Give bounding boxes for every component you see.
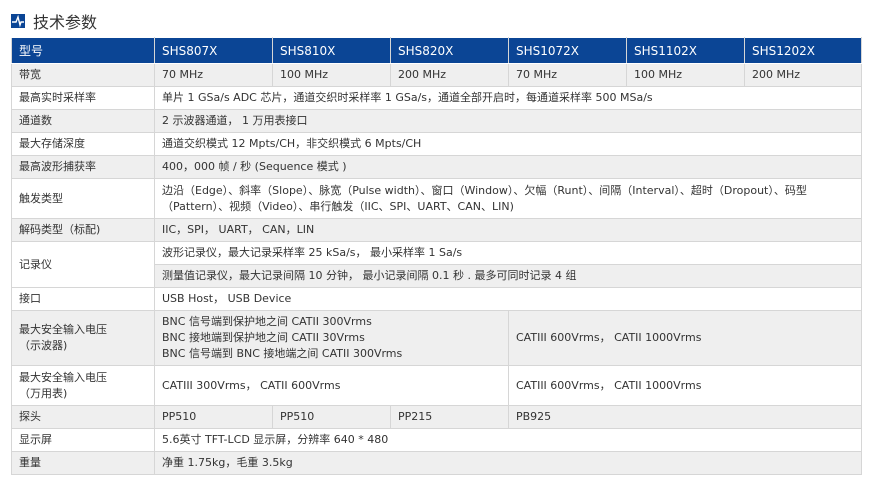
cell: CATIII 600Vrms， CATII 1000Vrms: [508, 310, 862, 366]
header-cell: SHS1072X: [508, 37, 627, 64]
row-label: 最高实时采样率: [11, 86, 155, 110]
row-label: 解码类型（标配): [11, 218, 155, 242]
cell: 70 MHz: [154, 63, 273, 87]
header-cell: SHS820X: [390, 37, 509, 64]
row-label: 带宽: [11, 63, 155, 87]
row-label: 最大安全输入电压 （示波器): [11, 310, 155, 366]
table-row: 最高波形捕获率 400，000 帧 / 秒 (Sequence 模式 ): [11, 155, 862, 179]
table-row: 测量值记录仪，最大记录间隔 10 分钟， 最小记录间隔 0.1 秒 . 最多可同…: [12, 264, 862, 288]
row-label: 最高波形捕获率: [11, 155, 155, 179]
row-label: 重量: [11, 451, 155, 475]
cell: PP215: [390, 405, 509, 429]
cell: CATIII 600Vrms， CATII 1000Vrms: [508, 365, 862, 406]
table-row: 最大安全输入电压 （示波器) BNC 信号端到保护地之间 CATII 300Vrm…: [11, 310, 862, 366]
cell: IIC，SPI， UART， CAN，LIN: [154, 218, 862, 242]
row-label: 通道数: [11, 109, 155, 133]
table-row: 接口 USB Host， USB Device: [11, 287, 862, 311]
cell: 边沿（Edge）、斜率（Slope）、脉宽（Pulse width）、窗口（Wi…: [154, 178, 862, 219]
label-line: 最大安全输入电压: [19, 370, 107, 384]
table-row: 触发类型 边沿（Edge）、斜率（Slope）、脉宽（Pulse width）、窗…: [11, 178, 862, 219]
label-line: 最大安全输入电压: [19, 323, 107, 336]
header-row: 型号 SHS807X SHS810X SHS820X SHS1072X SHS1…: [11, 37, 862, 64]
table-row: 显示屏 5.6英寸 TFT-LCD 显示屏，分辨率 640 * 480: [11, 428, 862, 452]
table-row: 通道数 2 示波器通道， 1 万用表接口: [11, 109, 862, 133]
cell: 5.6英寸 TFT-LCD 显示屏，分辨率 640 * 480: [154, 428, 862, 452]
cell: BNC 信号端到保护地之间 CATII 300Vrms BNC 接地端到保护地之间…: [154, 310, 509, 366]
table-row: 最大安全输入电压 （万用表) CATIII 300Vrms， CATII 600V…: [11, 365, 862, 406]
line: BNC 信号端到保护地之间 CATII 300Vrms: [162, 315, 372, 328]
header-cell: SHS1102X: [626, 37, 745, 64]
row-label: 记录仪: [11, 241, 155, 288]
cell: 净重 1.75kg，毛重 3.5kg: [154, 451, 862, 475]
cell: 400，000 帧 / 秒 (Sequence 模式 ): [154, 155, 862, 179]
line: BNC 信号端到 BNC 接地端之间 CATII 300Vrms: [162, 347, 403, 360]
row-label: 触发类型: [11, 178, 155, 219]
cell: PP510: [272, 405, 391, 429]
header-cell: SHS1202X: [744, 37, 862, 64]
table-row: 解码类型（标配) IIC，SPI， UART， CAN，LIN: [11, 218, 862, 242]
header-cell: SHS807X: [154, 37, 273, 64]
cell: 100 MHz: [272, 63, 391, 87]
cell: PB925: [508, 405, 862, 429]
cell: PP510: [154, 405, 273, 429]
header-cell: 型号: [11, 37, 155, 64]
cell: 100 MHz: [626, 63, 745, 87]
header-cell: SHS810X: [272, 37, 391, 64]
label-line: （万用表): [19, 386, 68, 400]
cell: 单片 1 GSa/s ADC 芯片，通道交织时采样率 1 GSa/s，通道全部开…: [154, 86, 862, 110]
row-label: 接口: [11, 287, 155, 311]
table-row: 重量 净重 1.75kg，毛重 3.5kg: [11, 451, 862, 475]
row-label: 显示屏: [11, 428, 155, 452]
table-row: 探头 PP510 PP510 PP215 PB925: [11, 405, 862, 429]
table-row: 记录仪 波形记录仪，最大记录采样率 25 kSa/s， 最小采样率 1 Sa/s: [11, 241, 862, 288]
waveform-icon: [11, 14, 25, 28]
row-label: 最大安全输入电压 （万用表): [11, 365, 155, 406]
cell: 测量值记录仪，最大记录间隔 10 分钟， 最小记录间隔 0.1 秒 . 最多可同…: [154, 264, 862, 288]
section-title-text: 技术参数: [33, 13, 98, 32]
cell: 波形记录仪，最大记录采样率 25 kSa/s， 最小采样率 1 Sa/s: [154, 241, 862, 265]
cell: 通道交织模式 12 Mpts/CH，非交织模式 6 Mpts/CH: [154, 132, 862, 156]
table-row: 最高实时采样率 单片 1 GSa/s ADC 芯片，通道交织时采样率 1 GSa/…: [11, 86, 862, 110]
row-label: 最大存储深度: [11, 132, 155, 156]
cell: CATIII 300Vrms， CATII 600Vrms: [154, 365, 509, 406]
cell: 70 MHz: [508, 63, 627, 87]
label-line: （示波器): [19, 339, 68, 352]
table-row: 最大存储深度 通道交织模式 12 Mpts/CH，非交织模式 6 Mpts/CH: [11, 132, 862, 156]
cell: 2 示波器通道， 1 万用表接口: [154, 109, 862, 133]
section-title: 技术参数: [11, 9, 97, 33]
cell: USB Host， USB Device: [154, 287, 862, 311]
cell: 200 MHz: [390, 63, 509, 87]
row-label: 探头: [11, 405, 155, 429]
cell: 200 MHz: [744, 63, 862, 87]
spec-table: 型号 SHS807X SHS810X SHS820X SHS1072X SHS1…: [11, 37, 862, 475]
table-row: 带宽 70 MHz 100 MHz 200 MHz 70 MHz 100 MHz…: [11, 63, 862, 87]
line: BNC 接地端到保护地之间 CATII 30Vrms: [162, 331, 365, 344]
